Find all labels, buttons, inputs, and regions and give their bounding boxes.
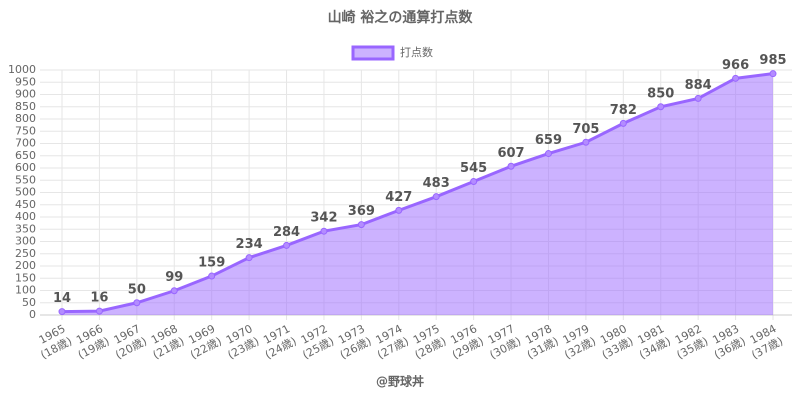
point	[619, 119, 627, 127]
point	[357, 221, 365, 229]
x-tick-label: 1970(23歳)	[224, 322, 261, 362]
point	[95, 307, 103, 315]
data-label: 659	[535, 133, 562, 148]
y-tick-label: 150	[15, 271, 36, 284]
y-tick-label: 850	[15, 100, 36, 113]
data-label: 50	[128, 282, 146, 297]
legend-swatch	[351, 45, 395, 61]
chart-title: 山崎 裕之の通算打点数	[328, 9, 474, 26]
y-tick-label: 400	[15, 210, 36, 223]
point	[732, 74, 740, 82]
x-tick-label: 1975(28歳)	[411, 322, 448, 362]
x-tick-label: 1965(18歳)	[37, 322, 74, 362]
data-label: 284	[273, 225, 300, 240]
x-tick-label: 1967(20歳)	[112, 322, 149, 362]
y-tick-label: 750	[15, 124, 36, 137]
x-tick-label: 1978(31歳)	[523, 322, 560, 362]
legend-label: 打点数	[400, 45, 433, 59]
y-tick-label: 950	[15, 75, 36, 88]
point	[432, 193, 440, 201]
point	[245, 254, 253, 262]
x-tick-label: 1968(21歳)	[149, 322, 186, 362]
data-label: 545	[460, 161, 487, 176]
y-tick-label: 300	[15, 235, 36, 248]
y-tick-label: 800	[15, 112, 36, 125]
y-tick-label: 50	[22, 296, 36, 309]
y-tick-label: 350	[15, 222, 36, 235]
x-tick-label: 1973(26歳)	[336, 322, 373, 362]
x-tick-label: 1972(25歳)	[299, 322, 336, 362]
x-tick-label: 1982(35歳)	[673, 322, 710, 362]
point	[582, 138, 590, 146]
data-label: 705	[572, 122, 599, 137]
data-label: 427	[385, 190, 412, 205]
y-tick-label: 100	[15, 284, 36, 297]
y-tick-label: 650	[15, 149, 36, 162]
data-label: 483	[423, 176, 450, 191]
x-tick-label: 1976(29歳)	[448, 322, 485, 362]
y-tick-label: 550	[15, 173, 36, 186]
point	[769, 70, 777, 78]
data-label: 850	[647, 86, 674, 101]
data-label: 985	[759, 53, 786, 68]
x-tick-label: 1984(37歳)	[748, 322, 785, 362]
point	[133, 299, 141, 307]
y-tick-label: 1000	[8, 63, 36, 76]
point	[657, 103, 665, 111]
x-tick-label: 1981(34歳)	[636, 322, 673, 362]
y-tick-label: 250	[15, 247, 36, 260]
data-label: 884	[685, 78, 712, 93]
x-tick-label: 1966(19歳)	[74, 322, 111, 362]
data-label: 99	[165, 270, 183, 285]
point	[694, 94, 702, 102]
x-tick-label: 1971(24歳)	[261, 322, 298, 362]
x-tick-label: 1977(30歳)	[486, 322, 523, 362]
x-tick-label: 1983(36歳)	[710, 322, 747, 362]
y-tick-label: 450	[15, 198, 36, 211]
data-label: 782	[610, 103, 637, 118]
source: @野球丼	[376, 374, 424, 389]
x-tick-label: 1974(27歳)	[374, 322, 411, 362]
data-label: 607	[497, 146, 524, 161]
point	[470, 177, 478, 185]
data-label: 342	[310, 211, 337, 226]
point	[544, 150, 552, 158]
y-tick-label: 600	[15, 161, 36, 174]
data-label: 159	[198, 256, 225, 271]
y-tick-label: 200	[15, 259, 36, 272]
y-tick-label: 900	[15, 88, 36, 101]
y-tick-label: 500	[15, 186, 36, 199]
point	[395, 206, 403, 214]
point	[170, 287, 178, 295]
point	[283, 241, 291, 249]
x-tick-label: 1980(33歳)	[598, 322, 635, 362]
y-tick-label: 700	[15, 137, 36, 150]
data-label: 966	[722, 58, 749, 73]
point	[320, 227, 328, 235]
line	[61, 72, 774, 314]
data-label: 234	[236, 237, 263, 252]
data-label: 369	[348, 204, 375, 219]
point	[58, 308, 66, 316]
point	[208, 272, 216, 280]
x-tick-label: 1969(22歳)	[186, 322, 223, 362]
data-label: 16	[90, 291, 108, 306]
area	[62, 73, 773, 315]
y-tick-label: 0	[29, 308, 36, 321]
x-tick-label: 1979(32歳)	[561, 322, 598, 362]
data-label: 14	[53, 291, 71, 306]
point	[507, 162, 515, 170]
